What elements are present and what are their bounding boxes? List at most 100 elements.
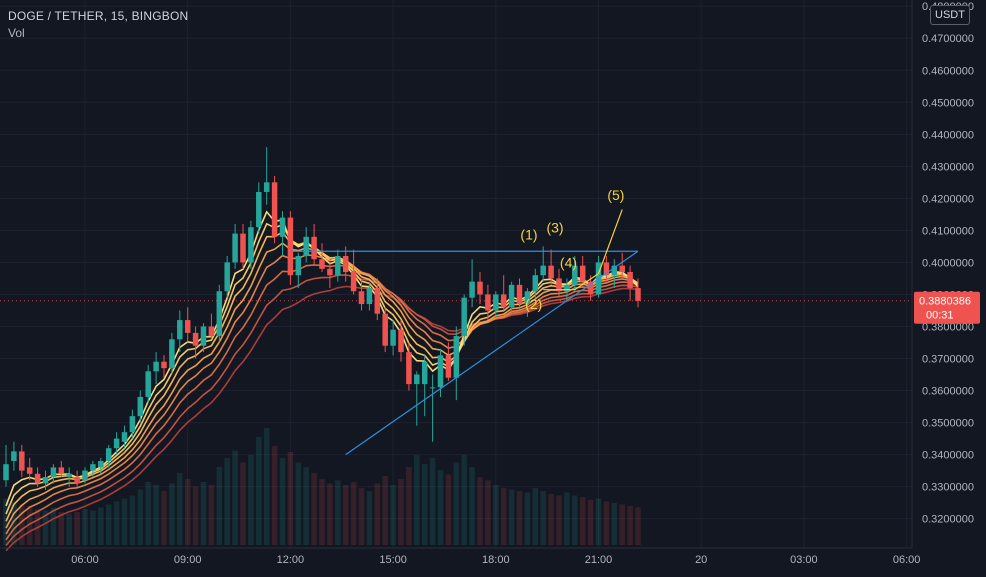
candle-body	[556, 278, 562, 292]
volume-bar	[161, 491, 167, 545]
candle-body	[19, 451, 25, 471]
candle-body	[192, 332, 199, 346]
volume-bar	[98, 507, 104, 545]
candle-body	[42, 477, 49, 484]
candle-body	[579, 265, 586, 282]
candle-body	[445, 355, 452, 378]
volume-bar	[216, 467, 223, 545]
time-tick-label: 12:00	[277, 554, 305, 566]
volume-bar	[556, 495, 562, 545]
volume-bar	[200, 482, 207, 545]
candle-body	[429, 387, 436, 389]
volume-bar	[335, 480, 341, 545]
ema-line	[5, 274, 639, 547]
volume-bar	[461, 455, 467, 545]
time-tick-label: 06:00	[71, 554, 99, 566]
volume-bar	[532, 488, 539, 545]
volume-bar	[319, 479, 325, 545]
candles	[3, 147, 641, 490]
volume-bar	[635, 507, 641, 545]
wave-label: (5)	[607, 187, 624, 203]
candle-body	[319, 259, 325, 269]
time-tick-label: 03:00	[790, 554, 818, 566]
candle-body	[500, 294, 507, 308]
volume-bar	[445, 474, 452, 545]
volume-bar	[485, 480, 491, 545]
candle-body	[437, 355, 444, 388]
candle-body	[105, 448, 112, 462]
candle-body	[153, 361, 159, 372]
volume-bar	[240, 462, 246, 545]
last-price-label: 0.3880386	[919, 296, 971, 308]
candle-body	[3, 464, 9, 481]
time-tick-label: 09:00	[174, 554, 202, 566]
candle-body	[256, 191, 262, 228]
volume-bar	[153, 485, 159, 545]
volume-bar	[619, 504, 625, 545]
price-tick-label: 0.4000000	[922, 257, 974, 269]
volume-bar	[508, 489, 515, 545]
candle-body	[524, 291, 531, 305]
volume-bar	[50, 507, 57, 545]
volume-bar	[493, 485, 499, 545]
volume-bar	[287, 452, 294, 545]
time-tick-label: 15:00	[379, 554, 407, 566]
currency-button[interactable]: USDT	[930, 5, 970, 25]
candle-body	[98, 461, 104, 468]
candle-body	[406, 352, 412, 385]
price-tick-label: 0.4600000	[922, 65, 974, 77]
time-tick-label: 21:00	[585, 554, 613, 566]
volume-bar	[548, 494, 554, 545]
volume-bar	[524, 492, 531, 545]
candle-body	[137, 396, 144, 417]
volume-bar	[90, 510, 96, 545]
candle-body	[485, 294, 491, 311]
candle-body	[74, 477, 80, 484]
volume-bar	[177, 473, 183, 545]
volume-indicator-label[interactable]: Vol	[8, 26, 25, 40]
price-tick-label: 0.4300000	[922, 161, 974, 173]
candle-body	[358, 291, 365, 305]
volume-bar	[256, 437, 262, 545]
candle-body	[611, 265, 618, 276]
candle-body	[169, 339, 175, 369]
candle-body	[508, 284, 515, 308]
candle-body	[453, 336, 460, 378]
candle-body	[619, 265, 625, 273]
candle-body	[279, 217, 286, 237]
wave-label: (2)	[525, 296, 542, 312]
candle-body	[469, 281, 475, 298]
candle-body	[200, 326, 207, 346]
price-tick-label: 0.3800000	[922, 321, 974, 333]
volume-bar	[19, 504, 25, 545]
candle-body	[540, 265, 546, 276]
volume-bar	[121, 498, 128, 545]
volume-bar	[421, 464, 428, 545]
volume-bar	[192, 486, 199, 545]
candle-body	[390, 329, 396, 346]
time-tick-label: 20	[695, 554, 707, 566]
volume-bar	[564, 492, 570, 545]
support-trendline	[345, 250, 639, 456]
volume-bar	[248, 455, 254, 545]
volume-bar	[224, 458, 230, 545]
price-tick-label: 0.4100000	[922, 225, 974, 237]
symbol-title[interactable]: DOGE / TETHER, 15, BINGBON	[8, 9, 189, 23]
price-tick-label: 0.3400000	[922, 450, 974, 462]
time-axis[interactable]: 06:00 09:00 12:00 15:00 18:00 21:00 20 03:00 06:…	[71, 554, 920, 566]
volume-bar	[516, 491, 523, 545]
price-tick-label: 0.3300000	[922, 482, 974, 494]
candle-body	[461, 297, 467, 337]
candle-body	[421, 361, 428, 385]
candle-body	[161, 361, 167, 369]
volume-bar	[358, 488, 365, 545]
candle-body	[564, 284, 570, 292]
price-tick-label: 0.3200000	[922, 514, 974, 526]
volume-bar	[414, 455, 420, 545]
volume-bar	[42, 510, 49, 545]
candle-body	[271, 182, 278, 237]
candle-body	[603, 262, 610, 276]
